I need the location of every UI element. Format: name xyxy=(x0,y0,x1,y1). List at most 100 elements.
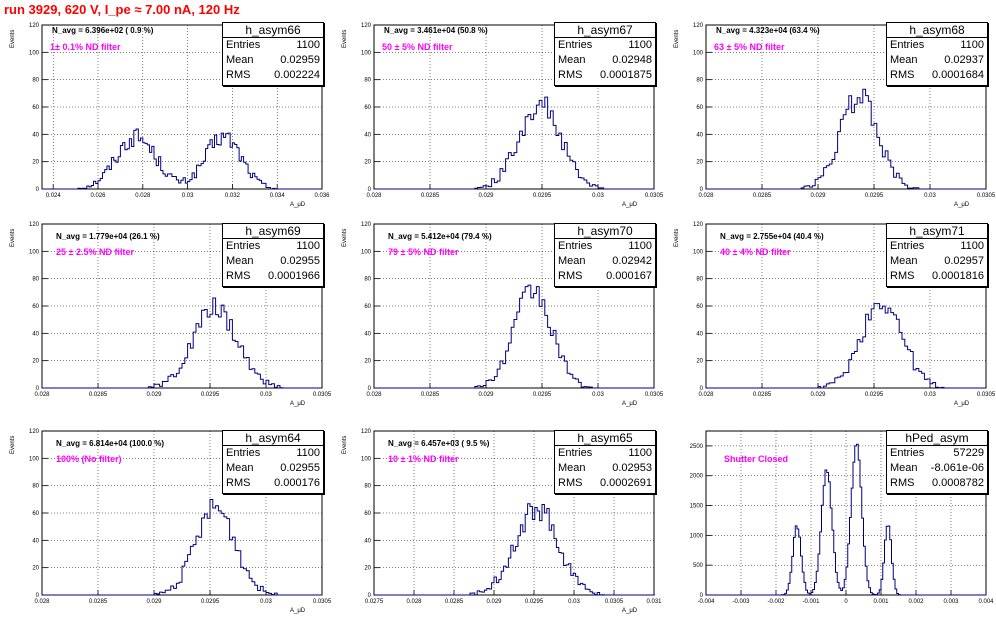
filter-label: 40 ± 4% ND filter xyxy=(720,247,791,257)
y-tick-label: 0 xyxy=(368,386,372,392)
x-tick-label: 0.0295 xyxy=(865,392,884,398)
y-tick-label: 40 xyxy=(32,132,39,138)
y-tick-label: 60 xyxy=(696,105,703,111)
y-tick-label: 60 xyxy=(364,105,371,111)
y-tick-label: 0 xyxy=(36,593,40,599)
histogram-panel: -0.004 -0.003 -0.002 -0.001 0 0.001 0.002 0.003… xyxy=(664,414,996,621)
y-tick-label: 120 xyxy=(29,23,40,29)
stats-box: h_asym68 Entries 1100 Mean 0.02937 RMS 0.00016… xyxy=(886,22,988,86)
stats-key: RMS xyxy=(558,69,583,81)
x-tick-label: 0.032 xyxy=(225,193,241,199)
histogram-line xyxy=(374,284,654,389)
stats-title: h_asym64 xyxy=(223,431,323,446)
y-axis-label: Events xyxy=(342,228,348,247)
stats-value: 0.02957 xyxy=(944,255,984,267)
y-tick-label: 20 xyxy=(364,359,371,365)
x-tick-label: 0.0275 xyxy=(365,599,384,605)
stats-title: hPed_asym xyxy=(887,431,987,446)
y-axis-label: Events xyxy=(10,435,16,454)
stats-key: RMS xyxy=(890,270,915,282)
n-avg-label: N_avg = 6.814e+04 (100.0 %) xyxy=(56,439,165,448)
histogram-panel: 0.028 0.0285 0.029 0.0295 0.03 0.0305 0 20 40 60 8… xyxy=(664,207,996,414)
y-tick-label: 20 xyxy=(32,160,39,166)
y-tick-label: 80 xyxy=(32,277,39,283)
stats-row: Mean 0.02937 xyxy=(887,53,987,68)
x-tick-label: 0.0295 xyxy=(201,392,220,398)
stats-box: h_asym64 Entries 1100 Mean 0.02955 RMS 0.00017… xyxy=(222,430,324,494)
y-tick-label: 20 xyxy=(364,566,371,572)
x-axis-label: A_μD xyxy=(290,202,306,208)
x-tick-label: 0.029 xyxy=(478,193,494,199)
y-tick-label: 0 xyxy=(700,187,704,193)
y-tick-label: 0 xyxy=(36,386,40,392)
x-tick-label: 0.036 xyxy=(314,193,330,199)
y-tick-label: 100 xyxy=(29,249,40,255)
histogram-line xyxy=(706,88,986,190)
n-avg-label: N_avg = 4.323e+04 (63.4 %) xyxy=(716,26,820,35)
stats-key: Entries xyxy=(890,447,925,459)
stats-box: h_asym69 Entries 1100 Mean 0.02955 RMS 0.00019… xyxy=(222,223,324,287)
x-tick-label: 0.0295 xyxy=(865,193,884,199)
histogram-panel: 0.0275 0.028 0.0285 0.029 0.0295 0.03 0.0305 0.… xyxy=(332,414,664,621)
stats-key: RMS xyxy=(890,69,915,81)
filter-label: 10 ± 1% ND filter xyxy=(388,454,459,464)
y-axis-label: Events xyxy=(10,228,16,247)
y-tick-label: 80 xyxy=(32,484,39,490)
y-tick-label: 1000 xyxy=(690,533,704,539)
stats-key: RMS xyxy=(226,477,251,489)
stats-value: 0.02948 xyxy=(612,54,652,66)
y-tick-label: 20 xyxy=(32,566,39,572)
x-tick-label: 0.003 xyxy=(943,599,959,605)
x-tick-label: 0.028 xyxy=(34,392,50,398)
y-tick-label: 100 xyxy=(29,50,40,56)
stats-key: Mean xyxy=(558,462,586,474)
n-avg-label: N_avg = 1.779e+04 (26.1 %) xyxy=(56,232,160,241)
x-tick-label: 0.03 xyxy=(182,193,194,199)
y-tick-label: 40 xyxy=(364,331,371,337)
x-tick-label: 0.0295 xyxy=(525,599,544,605)
y-tick-label: 100 xyxy=(361,456,372,462)
stats-row: Entries 1100 xyxy=(887,38,987,53)
x-tick-label: 0.0285 xyxy=(89,599,108,605)
stats-value: 0.0008782 xyxy=(932,477,984,489)
histogram-panel: 0.028 0.0285 0.029 0.0295 0.03 0.0305 0 20 40 60 8… xyxy=(332,207,664,414)
stats-value: 0.0001816 xyxy=(932,270,984,282)
y-tick-label: 60 xyxy=(364,511,371,517)
y-tick-label: 500 xyxy=(693,563,704,569)
stats-row: Entries 1100 xyxy=(555,446,655,461)
y-tick-label: 2000 xyxy=(690,474,704,480)
stats-row: RMS 0.000176 xyxy=(223,476,323,491)
x-tick-label: 0.03 xyxy=(568,599,580,605)
y-tick-label: 100 xyxy=(693,50,704,56)
x-tick-label: 0 xyxy=(844,599,848,605)
stats-row: Mean 0.02957 xyxy=(887,254,987,269)
y-axis-label: Events xyxy=(10,29,16,48)
filter-label: 1± 0.1% ND filter xyxy=(50,42,121,52)
y-tick-label: 120 xyxy=(361,222,372,228)
stats-value: 1100 xyxy=(628,447,652,459)
histogram-line xyxy=(42,128,322,190)
x-tick-label: 0.034 xyxy=(270,193,286,199)
x-tick-label: 0.028 xyxy=(698,193,714,199)
stats-row: RMS 0.002224 xyxy=(223,68,323,83)
stats-value: 0.000167 xyxy=(606,270,652,282)
stats-key: Entries xyxy=(226,240,261,252)
stats-key: Entries xyxy=(226,39,261,51)
x-tick-label: 0.028 xyxy=(34,599,50,605)
y-tick-label: 120 xyxy=(29,222,40,228)
stats-value: 0.02959 xyxy=(280,54,320,66)
y-tick-label: 80 xyxy=(364,78,371,84)
stats-key: Entries xyxy=(890,240,925,252)
histogram-panel: 0.024 0.026 0.028 0.03 0.032 0.034 0.036 0 20 40 6… xyxy=(0,8,332,215)
x-tick-label: 0.0295 xyxy=(533,193,552,199)
n-avg-label: N_avg = 2.755e+04 (40.4 %) xyxy=(720,232,824,241)
stats-row: Mean 0.02959 xyxy=(223,53,323,68)
stats-value: 1100 xyxy=(628,240,652,252)
y-tick-label: 120 xyxy=(693,222,704,228)
x-tick-label: 0.03 xyxy=(592,392,604,398)
x-tick-label: -0.001 xyxy=(802,599,820,605)
x-tick-label: 0.029 xyxy=(810,193,826,199)
x-tick-label: 0.0305 xyxy=(645,193,664,199)
y-tick-label: 60 xyxy=(696,304,703,310)
histogram-line xyxy=(706,303,986,389)
